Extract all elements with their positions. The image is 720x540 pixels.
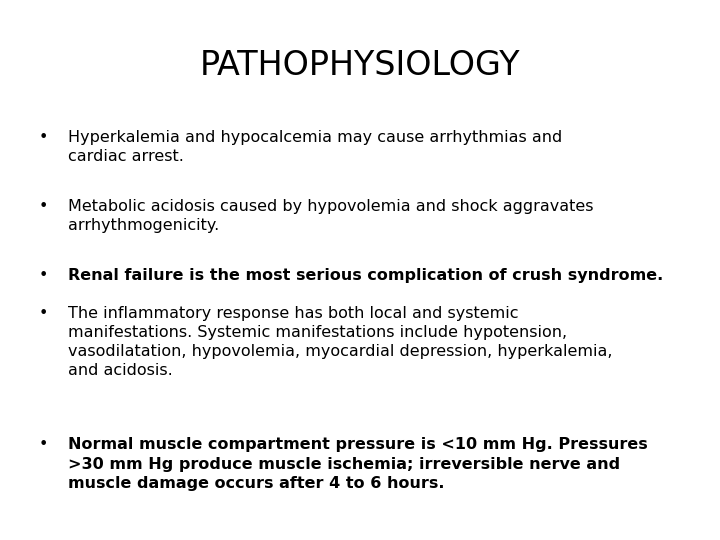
Text: •: • (38, 306, 48, 321)
Text: •: • (38, 130, 48, 145)
Text: •: • (38, 437, 48, 453)
Text: Metabolic acidosis caused by hypovolemia and shock aggravates
arrhythmogenicity.: Metabolic acidosis caused by hypovolemia… (68, 199, 594, 233)
Text: Normal muscle compartment pressure is <10 mm Hg. Pressures
>30 mm Hg produce mus: Normal muscle compartment pressure is <1… (68, 437, 648, 491)
Text: Hyperkalemia and hypocalcemia may cause arrhythmias and
cardiac arrest.: Hyperkalemia and hypocalcemia may cause … (68, 130, 562, 164)
Text: PATHOPHYSIOLOGY: PATHOPHYSIOLOGY (199, 49, 521, 82)
Text: The inflammatory response has both local and systemic
manifestations. Systemic m: The inflammatory response has both local… (68, 306, 613, 378)
Text: Renal failure is the most serious complication of crush syndrome.: Renal failure is the most serious compli… (68, 268, 664, 283)
Text: •: • (38, 199, 48, 214)
Text: •: • (38, 268, 48, 283)
